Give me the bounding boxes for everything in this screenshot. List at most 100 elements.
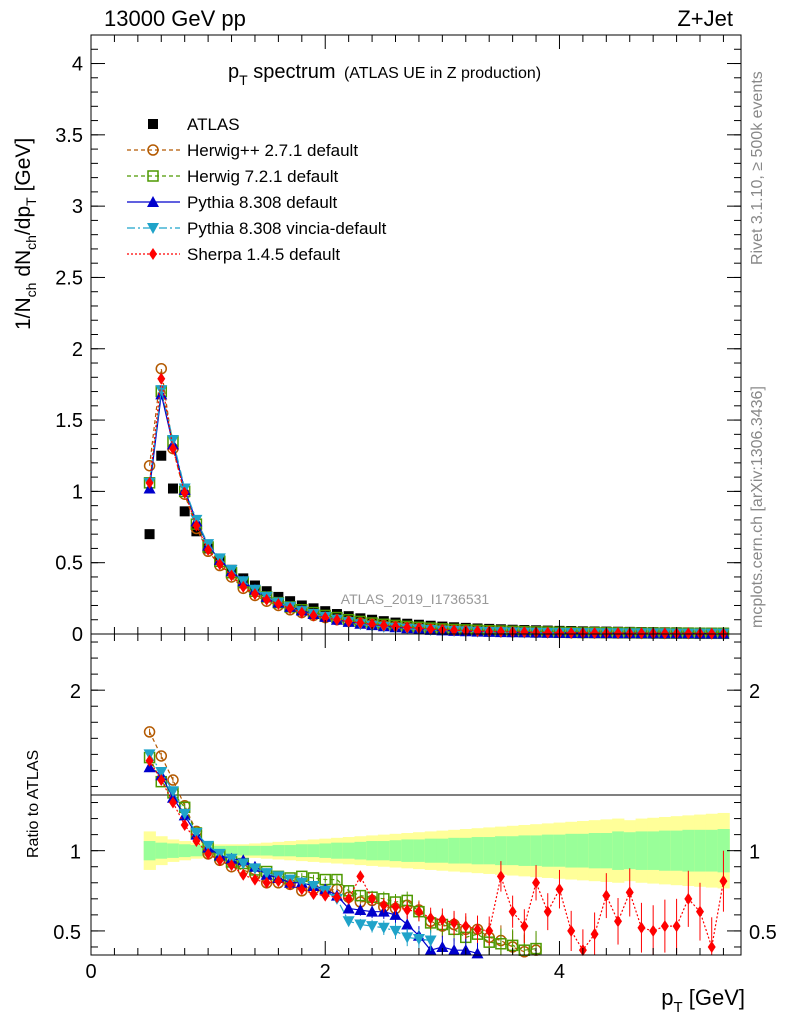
ratio-point-herwig7-18 (354, 889, 367, 902)
ratio-band-inner-28 (471, 837, 484, 865)
ratio-band-inner-31 (506, 836, 519, 866)
ratio-point-vincia-14 (307, 880, 320, 892)
header-left-label: 13000 GeV pp (104, 6, 246, 31)
main-point-sherpa-40 (614, 627, 623, 640)
ratio-xlabel: pT [GeV] (661, 985, 745, 1016)
ratio-point-sherpa-24 (426, 912, 435, 925)
main-title: pT spectrum (ATLAS UE in Z production) (228, 61, 541, 88)
ratio-point-sherpa-35 (555, 883, 564, 896)
main-ytick-label: 2.5 (55, 267, 83, 289)
ratio-ytick-label-right: 0.5 (749, 922, 777, 944)
ratio-band-inner-34 (541, 834, 555, 867)
ratio-ytick-label-right: 2 (749, 681, 760, 703)
ratio-band-inner-26 (448, 837, 461, 864)
main-point-sherpa-4 (192, 519, 201, 532)
main-title-rest: spectrum (248, 61, 336, 83)
ratio-band-inner-38 (588, 833, 601, 869)
main-point-sherpa-0 (145, 476, 154, 489)
main-title-p: p (228, 61, 239, 83)
ratio-band-inner-22 (401, 839, 414, 862)
legend-marker-herwigpp (147, 144, 159, 156)
main-ytick-label: 0.5 (55, 553, 83, 575)
header-right-label: Z+Jet (677, 6, 733, 31)
ratio-ytick-label: 0.5 (53, 922, 81, 944)
main-point-atlas-1 (156, 450, 167, 461)
ratio-band-inner-32 (518, 835, 531, 866)
main-line-herwig7 (148, 391, 724, 634)
main-point-sherpa-7 (227, 569, 236, 582)
ratio-point-vincia-5 (202, 840, 215, 852)
main-point-vincia-2 (166, 435, 179, 447)
main-point-sherpa-1 (157, 372, 166, 385)
ratio-band-inner-7 (225, 845, 238, 856)
ratio-point-sherpa-16 (332, 891, 341, 904)
ratio-point-sherpa-33 (532, 876, 541, 889)
legend-marker-vincia (147, 223, 159, 234)
ratio-band-inner-2 (167, 843, 180, 858)
ratio-ytick-label: 2 (70, 681, 81, 703)
ratio-band-inner-11 (272, 845, 285, 857)
ratio-band-inner-13 (295, 844, 309, 858)
ratio-band-inner-35 (553, 834, 566, 867)
main-ytick-label: 3 (72, 196, 83, 218)
ratio-point-sherpa-34 (543, 905, 552, 918)
main-point-sherpa-8 (239, 580, 248, 593)
main-point-herwigpp-0 (143, 459, 156, 472)
ratio-band-inner-16 (331, 842, 344, 859)
ratio-band-inner-8 (237, 845, 250, 856)
ratio-point-vincia-8 (237, 858, 250, 870)
ratio-band-inner-41 (623, 832, 637, 870)
ratio-point-vincia-19 (366, 921, 379, 933)
main-point-sherpa-42 (637, 627, 646, 640)
main-ytick-label: 1 (72, 481, 83, 503)
ratio-point-sherpa-32 (520, 920, 529, 933)
ratio-point-pythia-28 (471, 947, 484, 959)
ratio-point-pythia-26 (448, 944, 461, 956)
main-watermark: ATLAS_2019_I1736531 (341, 591, 490, 607)
main-point-sherpa-21 (391, 620, 400, 633)
ratio-band-inner-44 (659, 830, 672, 871)
ratio-band-inner-45 (670, 830, 683, 871)
main-point-sherpa-9 (250, 588, 259, 601)
legend-marker-sherpa (149, 248, 157, 260)
ratio-point-vincia-18 (354, 919, 367, 931)
ratio-band-inner-42 (635, 831, 648, 870)
ratio-band-inner-4 (190, 845, 203, 857)
main-point-sherpa-6 (215, 558, 224, 571)
ratio-band-inner-20 (377, 841, 391, 861)
ratio-point-sherpa-20 (379, 899, 388, 912)
ratio-frame (90, 633, 742, 956)
ratio-point-sherpa-8 (239, 868, 248, 881)
main-point-sherpa-46 (684, 627, 693, 640)
ratio-point-sherpa-29 (485, 924, 494, 937)
ratio-point-herwigpp-0 (143, 726, 156, 738)
main-panel: 00.511.522.533.54 ATLAS_2019_I1736531 pT… (12, 34, 742, 646)
main-point-sherpa-10 (262, 593, 271, 606)
ratio-point-sherpa-7 (227, 859, 236, 872)
xlabel-sub: T (673, 999, 682, 1016)
ratio-point-sherpa-11 (274, 875, 283, 888)
ratio-ylabel: Ratio to ATLAS (25, 750, 42, 858)
ratio-band-inner-1 (155, 842, 168, 859)
main-point-sherpa-11 (274, 598, 283, 611)
ratio-band-inner-37 (577, 833, 590, 868)
ratio-point-sherpa-41 (625, 886, 634, 899)
ratio-point-pythia-25 (436, 940, 449, 952)
main-point-sherpa-18 (356, 616, 365, 629)
ratio-point-sherpa-46 (684, 892, 693, 905)
ratio-point-sherpa-19 (368, 892, 377, 905)
main-ytick-label: 3.5 (55, 125, 83, 147)
main-point-sherpa-19 (368, 618, 377, 631)
ratio-band-inner-48 (705, 829, 719, 872)
ratio-point-pythia-22 (401, 918, 414, 930)
ratio-point-pythia-18 (354, 904, 367, 916)
ratio-point-herwig7-30 (495, 938, 507, 950)
ratio-point-sherpa-48 (707, 940, 716, 953)
ratio-point-sherpa-2 (168, 796, 177, 809)
main-axis-ticks: 0 0.5 1 1.5 2 2.5 3 3.5 4 (55, 34, 741, 646)
main-point-sherpa-36 (567, 626, 576, 639)
ratio-point-sherpa-26 (450, 916, 459, 929)
ratio-band-inner-47 (694, 829, 707, 872)
main-point-sherpa-22 (403, 621, 412, 634)
ratio-band-inner-10 (260, 845, 274, 856)
